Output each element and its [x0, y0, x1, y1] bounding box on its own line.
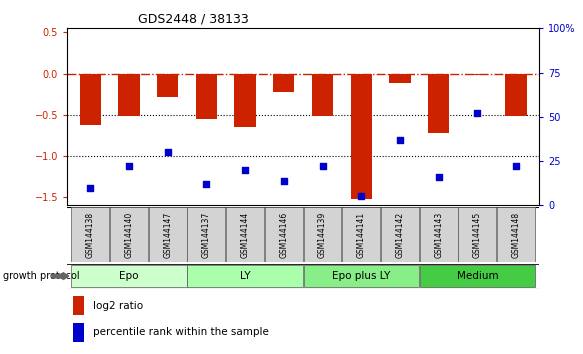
Bar [118, 74, 139, 116]
Bar [389, 74, 410, 84]
Text: GSM144137: GSM144137 [202, 211, 211, 258]
Bar [273, 74, 294, 92]
Bar [312, 74, 333, 116]
Bar [505, 74, 526, 116]
Bar [342, 207, 380, 262]
Bar [73, 297, 84, 315]
Text: Epo: Epo [120, 271, 139, 281]
Text: GSM144147: GSM144147 [163, 211, 172, 258]
Bar [80, 74, 101, 125]
Text: LY: LY [240, 271, 251, 281]
Text: growth protocol: growth protocol [3, 271, 79, 281]
Text: GSM144145: GSM144145 [473, 211, 482, 258]
Text: GSM144141: GSM144141 [357, 211, 366, 258]
Bar [428, 74, 449, 133]
Point [240, 167, 250, 173]
Bar [157, 74, 178, 97]
Bar [265, 207, 303, 262]
Text: GSM144148: GSM144148 [511, 211, 521, 258]
Point [86, 185, 95, 190]
Point [395, 137, 405, 143]
Bar [73, 323, 84, 342]
Text: log2 ratio: log2 ratio [93, 301, 143, 311]
Text: GSM144139: GSM144139 [318, 211, 327, 258]
Point [163, 149, 173, 155]
Bar [226, 207, 264, 262]
Bar [458, 207, 496, 262]
Text: GDS2448 / 38133: GDS2448 / 38133 [138, 13, 248, 26]
Bar [420, 265, 535, 287]
Bar [71, 207, 109, 262]
Bar [187, 265, 303, 287]
Point [434, 174, 443, 180]
Point [318, 164, 327, 169]
Text: GSM144142: GSM144142 [395, 211, 405, 258]
Text: Medium: Medium [456, 271, 498, 281]
Point [279, 178, 289, 183]
Bar [467, 74, 488, 75]
Bar [304, 207, 342, 262]
Text: GSM144138: GSM144138 [86, 211, 95, 258]
Point [202, 181, 211, 187]
Point [511, 164, 521, 169]
Text: Epo plus LY: Epo plus LY [332, 271, 391, 281]
Bar [110, 207, 148, 262]
Point [124, 164, 134, 169]
Point [473, 110, 482, 116]
Text: percentile rank within the sample: percentile rank within the sample [93, 327, 269, 337]
Bar [304, 265, 419, 287]
Bar [196, 74, 217, 119]
Bar [497, 207, 535, 262]
Text: GSM144140: GSM144140 [125, 211, 134, 258]
Bar [381, 207, 419, 262]
Bar [71, 265, 187, 287]
Bar [420, 207, 458, 262]
Text: GSM144146: GSM144146 [279, 211, 289, 258]
Bar [350, 74, 372, 199]
Text: GSM144143: GSM144143 [434, 211, 443, 258]
Bar [187, 207, 226, 262]
Text: GSM144144: GSM144144 [241, 211, 250, 258]
Point [357, 194, 366, 199]
Bar [234, 74, 256, 127]
Bar [149, 207, 187, 262]
